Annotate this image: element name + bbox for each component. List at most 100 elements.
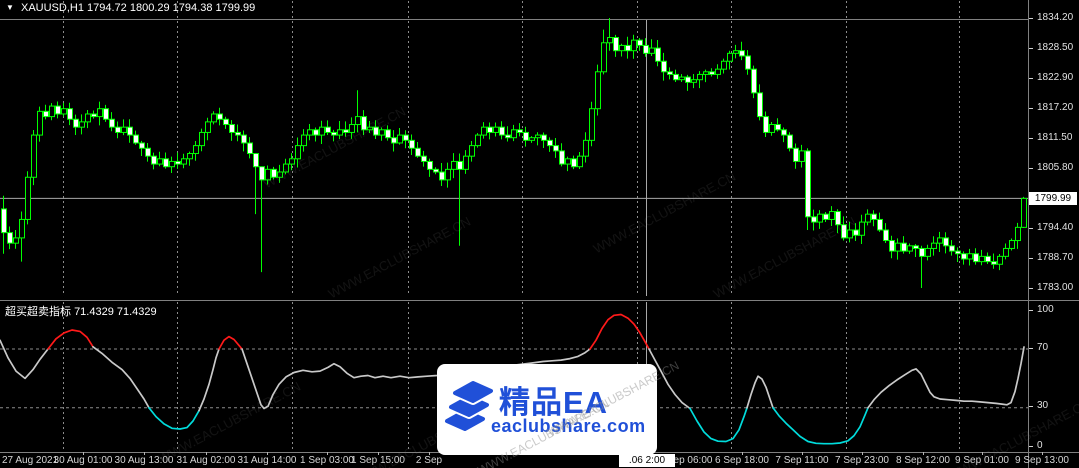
time-axis-tick [802, 452, 803, 455]
candle-bear [919, 247, 925, 257]
candle-bull [475, 134, 481, 147]
candle-bear [853, 229, 859, 236]
time-axis-tick [742, 452, 743, 455]
candle-bear [373, 126, 379, 136]
oscillator-segment [218, 335, 243, 350]
oscillator-segment [92, 345, 150, 409]
candle-bear [841, 224, 847, 239]
axis-tick [1029, 138, 1033, 139]
indicator-values: 71.4329 71.4329 [74, 306, 157, 318]
candle-bull [349, 124, 355, 133]
candle-bull [979, 255, 985, 263]
candle-bull [283, 163, 289, 173]
oscillator-segment [241, 348, 591, 410]
oscillator-segment [746, 375, 774, 409]
axis-tick [1029, 78, 1033, 79]
candle-bear [133, 134, 139, 144]
stacked-layers-icon [443, 379, 495, 433]
candle-bull [895, 242, 901, 252]
price-axis-border [1028, 0, 1029, 468]
candle-bear [421, 155, 427, 162]
candle-bear [439, 171, 445, 181]
time-axis-label: 7 Sep 11:00 [775, 455, 829, 466]
candle-bear [313, 129, 319, 136]
candle-bear [877, 218, 883, 231]
candle-bull [799, 150, 805, 162]
candle-bull [1009, 240, 1015, 249]
candle-bear [883, 229, 889, 242]
candle-bull [337, 129, 343, 136]
candle-bear [793, 147, 799, 162]
candle-bear [145, 147, 151, 157]
indicator-canvas[interactable] [0, 300, 1029, 452]
candle-bull [997, 255, 1003, 265]
time-axis-tick [1042, 452, 1043, 455]
time-axis-label: 2 Sep [415, 455, 443, 466]
candle-bull [451, 160, 457, 170]
candle-bull [907, 245, 913, 252]
candle-bear [7, 232, 13, 244]
candle-bear [571, 158, 577, 168]
candle-bear [499, 126, 505, 136]
candle-bear [805, 150, 811, 218]
watermark-site-link[interactable]: eaclubshare.com [491, 416, 646, 436]
candle-bear [559, 150, 565, 165]
time-axis-label: 1 Sep 03:00 [300, 455, 354, 466]
current-price-badge: 1799.99 [1029, 192, 1077, 205]
oscillator-segment [589, 313, 650, 350]
candle-bull [265, 168, 271, 181]
candle-bear [325, 126, 331, 133]
time-axis-label: ep 06:00 [673, 455, 713, 466]
panel-divider[interactable] [0, 300, 1079, 301]
main-chart-canvas[interactable] [0, 0, 1029, 300]
axis-tick [1029, 168, 1033, 169]
candle-bear [637, 39, 643, 46]
candle-bull [1021, 197, 1027, 228]
symbol-period-label[interactable]: XAUUSD,H1 [20, 2, 84, 14]
candle-bear [457, 160, 463, 170]
candle-bull [493, 126, 499, 133]
oscillator-segment [689, 406, 748, 443]
candle-bull [289, 158, 295, 165]
chevron-down-icon[interactable]: ▼ [6, 3, 14, 12]
oscillator-segment [772, 406, 869, 445]
oscillator-segment [0, 339, 49, 380]
candle-bull [535, 134, 541, 139]
candle-bull [19, 218, 25, 239]
axis-tick [1029, 288, 1033, 289]
quote-high: 1800.29 [129, 2, 170, 14]
oscillator-segment [148, 406, 200, 430]
candle-bear [547, 139, 553, 147]
axis-label: 1828.50 [1037, 42, 1074, 53]
candle-bear [505, 134, 511, 139]
axis-label: 1788.70 [1037, 252, 1074, 263]
candle-bull [469, 145, 475, 157]
candle-bear [385, 129, 391, 139]
candle-bull [463, 155, 469, 170]
candle-bull [529, 137, 535, 141]
candle-bull [13, 237, 19, 244]
candle-bull [301, 134, 307, 147]
time-axis-label: 30 Aug 13:00 [114, 455, 174, 466]
candle-bear [643, 44, 649, 54]
axis-tick [1029, 406, 1033, 407]
axis-tick [1029, 18, 1033, 19]
oscillator-segment [47, 329, 94, 350]
axis-tick [1029, 348, 1033, 349]
time-axis-tick [923, 452, 924, 455]
candle-bull [847, 229, 853, 239]
candle-bear [889, 240, 895, 252]
candle-bull [727, 52, 733, 62]
axis-label: 1822.90 [1037, 72, 1074, 83]
candle-bull [721, 60, 727, 70]
time-axis-label: 6 Sep 18:00 [715, 455, 769, 466]
candle-bear [613, 37, 619, 52]
candle-bull [181, 158, 187, 165]
candle-bull [79, 121, 85, 128]
candle-bear [553, 145, 559, 152]
layer [453, 381, 493, 403]
time-axis-tick [83, 452, 84, 455]
axis-tick [1029, 446, 1033, 447]
time-axis-label: 7 Sep 23:00 [835, 455, 889, 466]
